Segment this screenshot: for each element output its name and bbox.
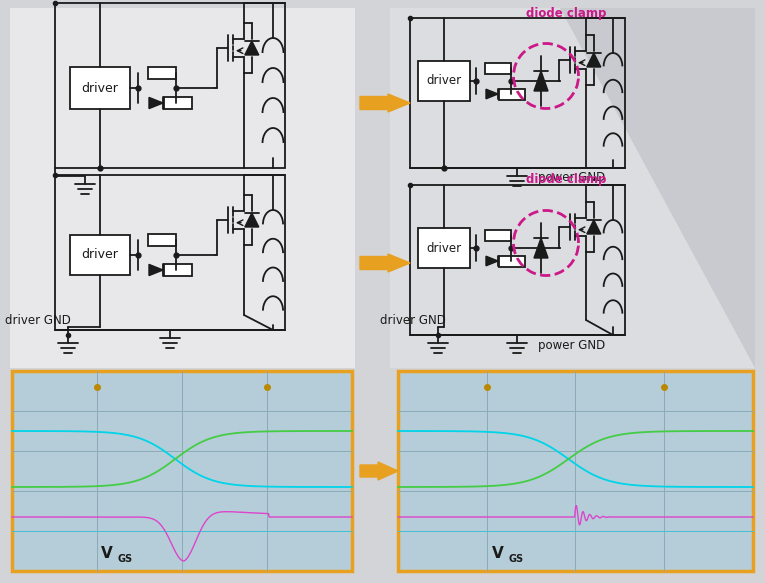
Bar (55, 3, 285, 168)
Text: GS: GS (508, 554, 523, 564)
Text: driver: driver (82, 82, 119, 94)
Text: power GND: power GND (538, 171, 605, 184)
FancyArrow shape (360, 462, 398, 480)
Bar (148, 234, 176, 246)
Text: diode clamp: diode clamp (526, 6, 607, 19)
Text: GS: GS (117, 554, 132, 564)
Bar (418, 61, 470, 101)
Bar (410, 185, 625, 335)
Text: $\mathbf{V}$: $\mathbf{V}$ (490, 545, 504, 561)
Text: driver: driver (426, 241, 461, 255)
Bar (148, 67, 176, 79)
Text: diode clamp: diode clamp (526, 174, 607, 187)
Bar (499, 255, 525, 266)
Bar (10, 8, 355, 368)
Polygon shape (587, 53, 601, 67)
Bar (499, 89, 525, 100)
Text: power GND: power GND (538, 339, 605, 352)
Bar (390, 8, 755, 368)
Bar (418, 228, 470, 268)
Polygon shape (486, 89, 498, 99)
Bar (485, 62, 511, 73)
Polygon shape (245, 41, 259, 55)
Polygon shape (245, 213, 259, 227)
Text: driver: driver (82, 248, 119, 262)
Polygon shape (534, 71, 548, 91)
Polygon shape (587, 220, 601, 234)
Polygon shape (149, 265, 163, 276)
Bar (70, 235, 130, 275)
Bar (410, 18, 625, 168)
Bar (485, 230, 511, 241)
Text: $\mathbf{V}$: $\mathbf{V}$ (100, 545, 114, 561)
Text: driver: driver (426, 75, 461, 87)
FancyArrow shape (360, 94, 410, 112)
Polygon shape (560, 8, 755, 368)
Bar (12, 371, 352, 571)
Bar (164, 97, 192, 109)
Polygon shape (486, 256, 498, 266)
Bar (164, 264, 192, 276)
FancyArrow shape (360, 254, 410, 272)
Polygon shape (149, 97, 163, 108)
Text: driver GND: driver GND (5, 314, 71, 326)
Text: driver GND: driver GND (380, 314, 446, 326)
Bar (70, 67, 130, 109)
Bar (55, 175, 285, 330)
Bar (398, 371, 753, 571)
Polygon shape (534, 238, 548, 258)
